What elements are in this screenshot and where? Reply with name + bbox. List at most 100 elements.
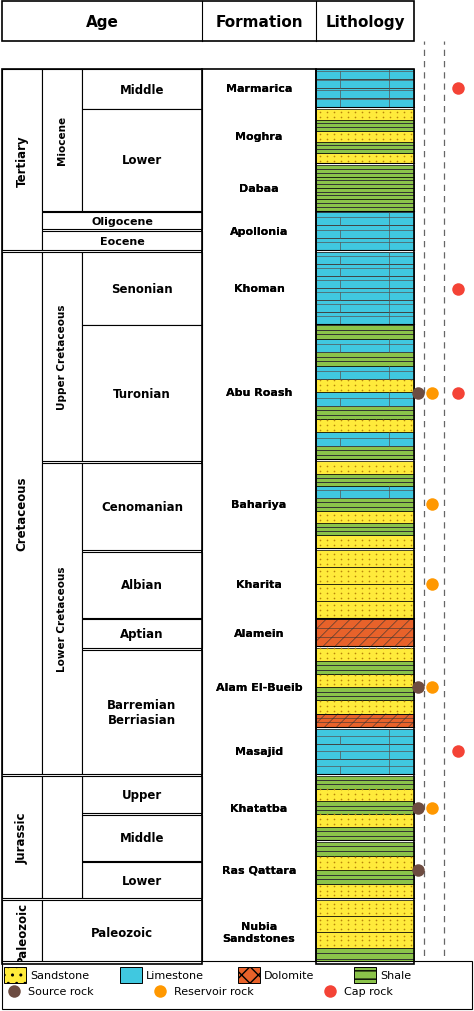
Text: Age: Age bbox=[86, 14, 118, 29]
Text: Sandstone: Sandstone bbox=[30, 970, 89, 980]
Bar bbox=[316, 932, 414, 948]
Bar bbox=[2, 70, 202, 964]
Bar bbox=[2, 2, 414, 42]
Text: Aptian: Aptian bbox=[120, 628, 164, 640]
Bar bbox=[316, 759, 414, 774]
Bar bbox=[4, 968, 26, 983]
Bar bbox=[316, 433, 414, 447]
Text: Ras Qattara: Ras Qattara bbox=[222, 865, 296, 876]
Text: Miocene: Miocene bbox=[57, 116, 67, 166]
Bar bbox=[316, 340, 414, 353]
Bar bbox=[316, 420, 414, 433]
Text: Cretaceous: Cretaceous bbox=[16, 476, 28, 551]
Bar bbox=[202, 70, 316, 964]
Text: Nubia
Sandstones: Nubia Sandstones bbox=[223, 921, 295, 943]
Bar bbox=[316, 648, 414, 661]
Bar bbox=[316, 379, 414, 393]
Text: Lower: Lower bbox=[122, 874, 162, 887]
Bar bbox=[82, 816, 202, 860]
Bar bbox=[316, 620, 414, 646]
Text: Masajid: Masajid bbox=[235, 746, 283, 756]
Bar bbox=[316, 498, 414, 512]
Bar bbox=[316, 885, 414, 899]
Bar bbox=[316, 253, 414, 265]
Text: Dabaa: Dabaa bbox=[239, 184, 279, 194]
Bar bbox=[316, 870, 414, 885]
Text: Khoman: Khoman bbox=[234, 283, 284, 293]
Bar bbox=[82, 253, 202, 327]
Bar bbox=[316, 178, 414, 189]
Bar bbox=[316, 776, 414, 789]
Bar bbox=[316, 154, 414, 165]
Text: Paleozoic: Paleozoic bbox=[16, 901, 28, 963]
Text: Middle: Middle bbox=[120, 832, 164, 844]
Bar bbox=[82, 862, 202, 899]
Text: Formation: Formation bbox=[215, 14, 303, 29]
Bar bbox=[316, 474, 414, 486]
Bar bbox=[2, 900, 42, 964]
Text: Eocene: Eocene bbox=[100, 237, 145, 247]
Text: Marmarica: Marmarica bbox=[226, 84, 292, 94]
Bar bbox=[316, 225, 414, 239]
Text: Khatatba: Khatatba bbox=[230, 803, 288, 813]
Bar bbox=[42, 900, 202, 964]
Bar bbox=[316, 166, 414, 178]
Text: Reservoir rock: Reservoir rock bbox=[174, 986, 254, 996]
Bar bbox=[2, 70, 42, 251]
Text: Upper Cretaceous: Upper Cretaceous bbox=[57, 304, 67, 409]
Bar bbox=[42, 776, 82, 899]
Bar bbox=[316, 584, 414, 601]
Text: Lower: Lower bbox=[122, 154, 162, 167]
Bar bbox=[82, 776, 202, 814]
Text: Masajid: Masajid bbox=[235, 746, 283, 756]
Bar bbox=[316, 512, 414, 524]
Bar bbox=[316, 366, 414, 379]
Text: Khatatba: Khatatba bbox=[230, 803, 288, 813]
Bar bbox=[316, 948, 414, 964]
Text: Marmarica: Marmarica bbox=[226, 84, 292, 94]
Bar bbox=[316, 567, 414, 584]
Text: Kharita: Kharita bbox=[236, 579, 282, 589]
Bar bbox=[316, 406, 414, 420]
Text: Paleozoic: Paleozoic bbox=[91, 926, 153, 938]
Bar bbox=[316, 200, 414, 211]
Text: Nubia
Sandstones: Nubia Sandstones bbox=[223, 921, 295, 943]
Text: Dabaa: Dabaa bbox=[239, 184, 279, 194]
Text: Abu Roash: Abu Roash bbox=[226, 388, 292, 398]
Bar bbox=[316, 714, 414, 727]
Bar bbox=[316, 353, 414, 366]
Bar bbox=[316, 110, 414, 120]
Bar bbox=[316, 80, 414, 89]
Bar bbox=[316, 802, 414, 815]
Text: Alam El-Bueib: Alam El-Bueib bbox=[216, 682, 302, 693]
Bar bbox=[238, 968, 260, 983]
Bar bbox=[316, 856, 414, 870]
Bar bbox=[316, 189, 414, 200]
Text: Apollonia: Apollonia bbox=[230, 227, 288, 237]
Bar bbox=[354, 968, 376, 983]
Text: Turonian: Turonian bbox=[113, 387, 171, 400]
Bar bbox=[316, 815, 414, 827]
Bar bbox=[316, 916, 414, 932]
Bar bbox=[82, 464, 202, 550]
Bar bbox=[316, 131, 414, 143]
Bar bbox=[316, 687, 414, 701]
Text: Shale: Shale bbox=[380, 970, 411, 980]
Text: Abu Roash: Abu Roash bbox=[226, 388, 292, 398]
Bar bbox=[316, 89, 414, 98]
Bar bbox=[316, 827, 414, 840]
Text: Lithology: Lithology bbox=[325, 14, 405, 29]
Bar bbox=[316, 98, 414, 108]
Bar bbox=[316, 601, 414, 618]
Bar bbox=[2, 776, 42, 899]
Text: Tertiary: Tertiary bbox=[16, 134, 28, 186]
Bar bbox=[316, 143, 414, 154]
Bar bbox=[82, 650, 202, 774]
Bar bbox=[316, 744, 414, 759]
Bar bbox=[42, 233, 202, 251]
Bar bbox=[316, 714, 414, 727]
Text: Cenomanian: Cenomanian bbox=[101, 500, 183, 514]
Bar bbox=[316, 729, 414, 744]
Bar bbox=[316, 462, 414, 474]
Bar bbox=[82, 70, 202, 110]
